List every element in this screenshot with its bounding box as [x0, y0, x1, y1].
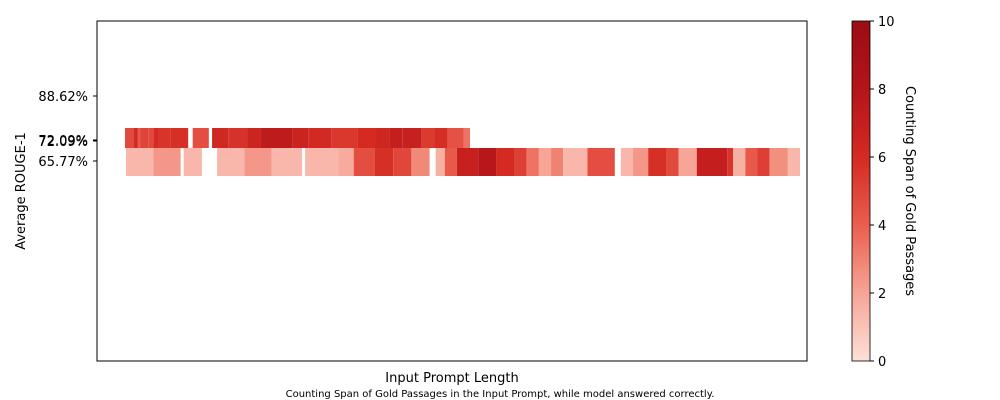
heatmap-cell — [170, 128, 189, 148]
y-tick-label: 65.77% — [38, 155, 88, 170]
heatmap-cell — [678, 148, 697, 176]
y-tick-label: 72.09% — [38, 135, 88, 150]
heatmap-cell — [126, 148, 154, 176]
y-axis-title: Average ROUGE-1 — [14, 132, 29, 250]
heatmap-cell — [538, 148, 552, 176]
heatmap-cell — [402, 128, 422, 148]
heatmap-cell — [666, 148, 679, 176]
y-axis: 88.62% 72.09% 72.09% 65.77% — [38, 90, 97, 170]
heatmap-cell — [217, 148, 245, 176]
heatmap-cell — [140, 128, 149, 148]
heatmap-cell — [212, 128, 229, 148]
heatmap-cell — [331, 128, 358, 148]
y-tick-label: 72.09% — [38, 134, 88, 149]
heatmap-cell — [496, 148, 515, 176]
heatmap-cell — [696, 148, 728, 176]
colorbar-tick-label: 0 — [878, 355, 886, 370]
heatmap-cell — [620, 148, 634, 176]
heatmap-cell — [769, 148, 788, 176]
heatmap-cell — [260, 128, 293, 148]
x-axis-title: Input Prompt Length — [385, 371, 518, 386]
heatmap-cell — [305, 148, 339, 176]
heatmap-cell — [447, 128, 464, 148]
heatmap-cell — [158, 128, 171, 148]
figure-caption: Counting Span of Gold Passages in the In… — [286, 389, 715, 400]
heatmap-cell — [633, 148, 649, 176]
heatmap-cell — [134, 128, 138, 148]
heatmap-cell — [393, 148, 412, 176]
heatmap-cell — [228, 128, 248, 148]
heatmap-cell — [376, 128, 390, 148]
heatmap-cell — [648, 148, 667, 176]
heatmap-cell — [353, 148, 375, 176]
heatmap-cell — [745, 148, 758, 176]
colorbar-tick-label: 6 — [878, 151, 886, 166]
heatmap-cells — [125, 128, 800, 176]
heatmap-cell — [357, 128, 377, 148]
heatmap-cell — [587, 148, 615, 176]
colorbar-title: Counting Span of Gold Passages — [902, 86, 917, 296]
heatmap-cell — [435, 148, 445, 176]
colorbar — [851, 20, 871, 362]
heatmap-cell — [148, 128, 154, 148]
heatmap-cell — [478, 148, 497, 176]
colorbar-tick-label: 10 — [878, 15, 895, 30]
heatmap-cell — [787, 148, 800, 176]
colorbar-tick-label: 8 — [878, 83, 886, 98]
heatmap-cell — [308, 128, 332, 148]
heatmap-cell — [463, 128, 470, 148]
heatmap-cell — [727, 148, 734, 176]
heatmap-cell — [456, 148, 479, 176]
colorbar-ticks: 0 2 4 6 8 10 — [870, 15, 895, 370]
heatmap-cell — [153, 128, 159, 148]
heatmap-cell — [514, 148, 527, 176]
heatmap-cell — [247, 128, 261, 148]
heatmap-cell — [526, 148, 539, 176]
plot-area — [96, 20, 808, 362]
heatmap-cell — [389, 128, 403, 148]
heatmap-cell — [183, 148, 202, 176]
heatmap-cell — [244, 148, 272, 176]
heatmap-cell — [551, 148, 564, 176]
heatmap-cell — [411, 148, 430, 176]
heatmap-cell — [292, 128, 309, 148]
heatmap-cell — [374, 148, 394, 176]
colorbar-tick-label: 2 — [878, 287, 886, 302]
y-tick-label: 88.62% — [38, 90, 88, 105]
colorbar-tick-label: 4 — [878, 219, 886, 234]
heatmap-cell — [757, 148, 770, 176]
heatmap-cell — [421, 128, 435, 148]
heatmap-cell — [271, 148, 303, 176]
heatmap-cell — [563, 148, 588, 176]
heatmap-cell — [733, 148, 746, 176]
heatmap-cell — [434, 128, 448, 148]
heatmap-cell — [137, 128, 141, 148]
heatmap-cell — [192, 128, 209, 148]
heatmap-cell — [153, 148, 181, 176]
heatmap-cell — [338, 148, 354, 176]
heatmap-cell — [444, 148, 457, 176]
heatmap-cell — [125, 128, 135, 148]
